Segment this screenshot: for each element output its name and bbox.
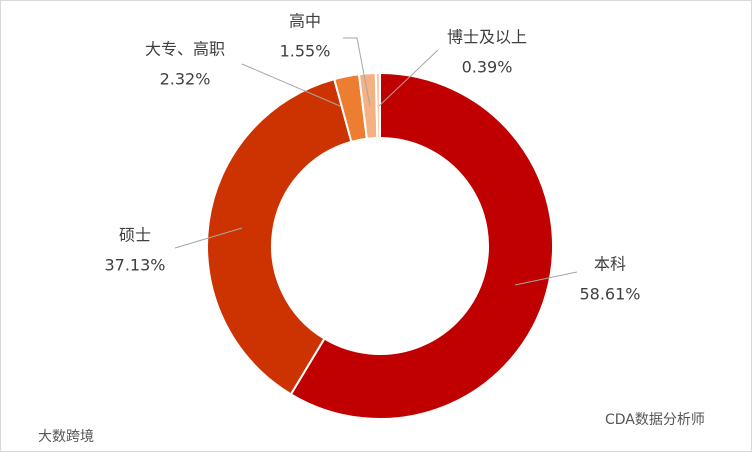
donut-slice: [374, 71, 381, 140]
leader-line: [514, 271, 578, 286]
leader-line: [174, 227, 243, 249]
leader-line: [343, 37, 371, 107]
slice-value-label: 2.32%: [160, 70, 211, 89]
leader-line: [378, 49, 439, 107]
watermark-left: 大数跨境: [38, 429, 94, 445]
donut-slice: [289, 71, 554, 420]
slice-value-label: 0.39%: [462, 58, 513, 77]
slice-value-label: 37.13%: [104, 256, 165, 275]
leader-line: [241, 63, 341, 107]
slice-label: 高中: [289, 12, 321, 31]
slice-label: 大专、高职: [145, 40, 225, 59]
slice-value-label: 1.55%: [280, 42, 331, 61]
watermark-right: CDA数据分析师: [605, 412, 705, 428]
donut-slice: [206, 77, 353, 396]
slice-label: 硕士: [119, 226, 151, 245]
slice-value-label: 58.61%: [579, 285, 640, 304]
slice-label: 本科: [594, 255, 626, 274]
slice-label: 博士及以上: [447, 28, 527, 47]
